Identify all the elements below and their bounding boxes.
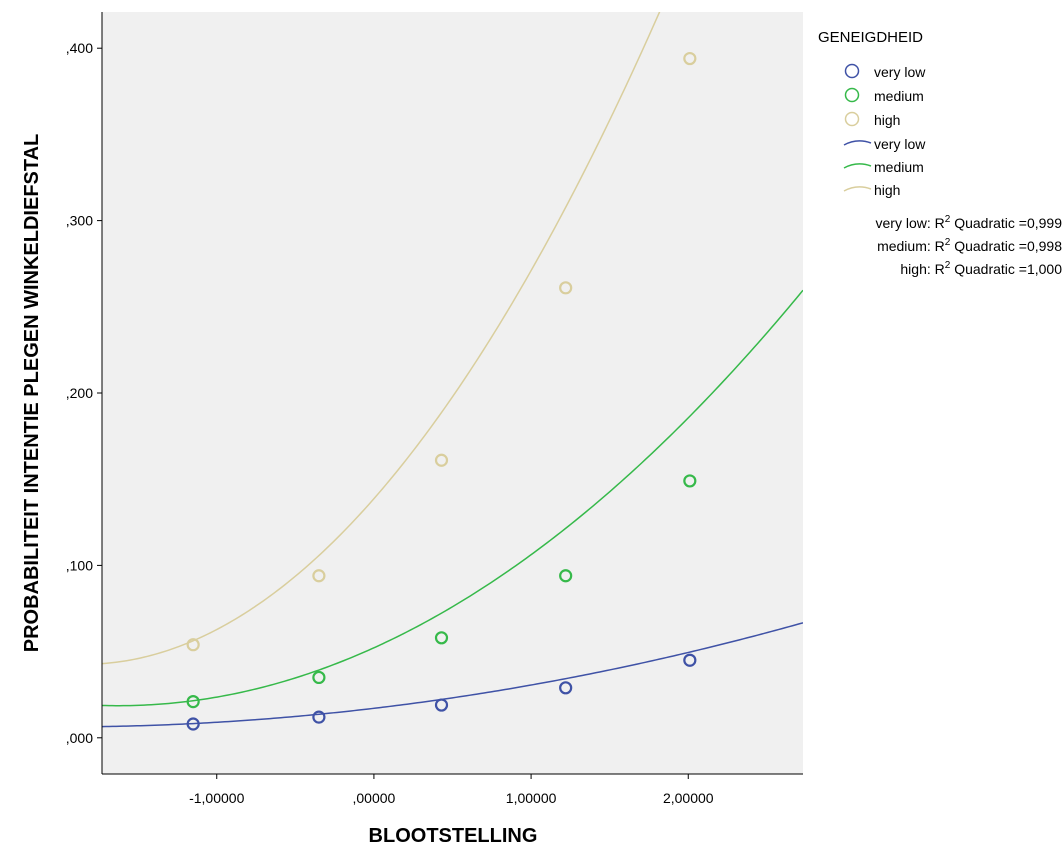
legend-line-label: high [874, 182, 900, 198]
fit-line-very-low [102, 622, 803, 728]
y-axis-title: PROBABILITEIT INTENTIE PLEGEN WINKELDIEF… [21, 134, 43, 653]
legend-title: GENEIGDHEID [818, 29, 923, 46]
fit-line-high [102, 12, 661, 665]
r2-label: high: R [900, 261, 944, 277]
r2-suffix: Quadratic =0,999 [950, 215, 1062, 231]
r2-label: very low: R [876, 215, 945, 231]
data-point-medium [434, 631, 449, 645]
y-tick-label: ,000 [66, 730, 93, 746]
legend-line-medium [843, 163, 872, 169]
legend-label: very low [874, 64, 926, 80]
x-tick-label: ,00000 [352, 790, 395, 806]
data-point-very-low [559, 681, 573, 695]
data-point-high [312, 569, 326, 583]
data-point-medium [186, 694, 200, 709]
y-tick-label: ,100 [66, 557, 93, 573]
r2-annotation: high: R2 Quadratic =1,000 [900, 260, 1062, 277]
data-point-very-low [434, 698, 449, 712]
data-points [186, 51, 697, 731]
data-point-medium [312, 670, 326, 685]
legend-marker-medium [844, 87, 860, 103]
r2-superscript: 2 [945, 237, 951, 248]
y-ticks: ,000 ,100 ,200 ,300 ,400 [66, 40, 102, 746]
r2-superscript: 2 [945, 214, 951, 225]
data-point-medium [559, 569, 573, 583]
legend-label: medium [874, 88, 924, 104]
data-point-very-low [683, 653, 697, 667]
data-point-very-low [186, 717, 200, 731]
fit-line-medium [102, 289, 803, 707]
r2-superscript: 2 [945, 260, 951, 271]
data-point-high [434, 453, 449, 467]
r2-label: medium: R [877, 238, 945, 254]
data-point-high [186, 638, 200, 652]
r2-annotation: medium: R2 Quadratic =0,998 [877, 237, 1062, 254]
x-ticks: -1,00000 ,00000 1,00000 2,00000 [189, 774, 714, 806]
y-tick-label: ,300 [66, 213, 93, 229]
y-tick-label: ,400 [66, 40, 93, 56]
data-point-high [683, 51, 697, 66]
legend-marker-very-low [844, 63, 860, 79]
legend-line-high [843, 186, 872, 192]
x-tick-label: -1,00000 [189, 790, 244, 806]
legend-label: high [874, 112, 900, 128]
plot-area [102, 12, 803, 774]
r2-annotation: very low: R2 Quadratic =0,999 [876, 214, 1063, 231]
data-point-very-low [312, 710, 326, 724]
legend: GENEIGDHEID very low medium high very low me… [818, 29, 926, 198]
r2-suffix: Quadratic =0,998 [950, 238, 1062, 254]
legend-line-label: medium [874, 159, 924, 175]
data-point-medium [683, 474, 697, 488]
x-tick-label: 1,00000 [506, 790, 557, 806]
legend-marker-high [844, 111, 860, 127]
fit-lines [102, 12, 803, 728]
x-axis-title: BLOOTSTELLING [369, 825, 538, 847]
y-tick-label: ,200 [66, 385, 93, 401]
x-tick-label: 2,00000 [663, 790, 714, 806]
r2-suffix: Quadratic =1,000 [950, 261, 1062, 277]
legend-line-very-low [843, 140, 872, 146]
legend-line-label: very low [874, 136, 926, 152]
data-point-high [559, 281, 573, 295]
